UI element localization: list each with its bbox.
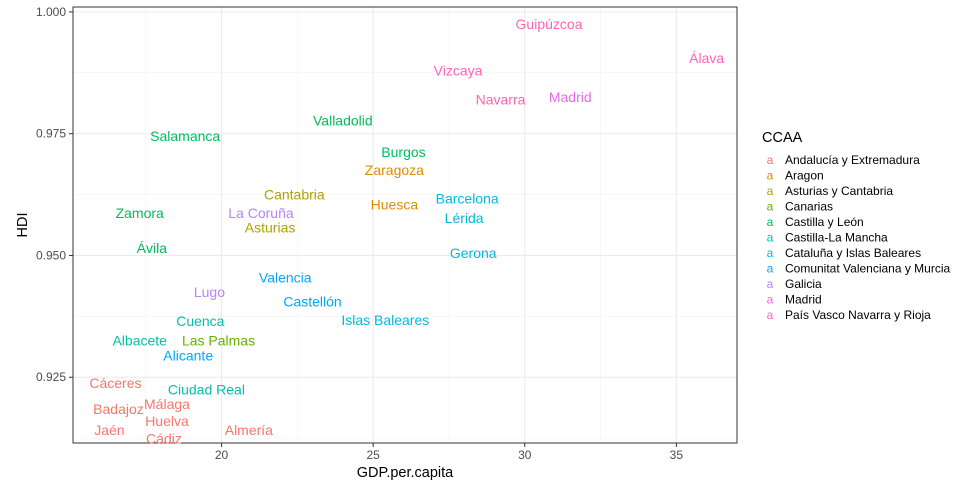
point-label: Las Palmas bbox=[182, 333, 255, 349]
x-tick-label: 35 bbox=[670, 448, 684, 462]
point-label: Zaragoza bbox=[365, 162, 424, 178]
point-label: Gerona bbox=[450, 245, 497, 261]
plot-border bbox=[72, 6, 738, 444]
x-tick-label: 20 bbox=[215, 448, 229, 462]
point-label: Cantabria bbox=[264, 187, 325, 203]
point-label: Guipúzcoa bbox=[516, 16, 583, 32]
legend-item-label: Comunitat Valenciana y Murcia bbox=[785, 262, 951, 276]
point-label: Huelva bbox=[145, 413, 189, 429]
point-label: Cuenca bbox=[176, 313, 224, 329]
y-tick-label: 0.975 bbox=[36, 127, 66, 141]
legend-key: a bbox=[767, 277, 774, 291]
point-label: Málaga bbox=[144, 396, 190, 412]
legend-item-label: Castilla y León bbox=[785, 215, 864, 229]
legend-key: a bbox=[767, 231, 774, 245]
point-label: Valencia bbox=[259, 269, 312, 285]
point-label: Navarra bbox=[476, 92, 526, 108]
legend-key: a bbox=[767, 215, 774, 229]
legend-title: CCAA bbox=[762, 130, 803, 146]
x-axis: 20 25 30 35 bbox=[215, 443, 683, 462]
point-label: Alicante bbox=[163, 347, 213, 363]
point-label: Zamora bbox=[116, 205, 164, 221]
point-label: Burgos bbox=[381, 144, 425, 160]
point-label: Asturias bbox=[245, 220, 296, 236]
legend-key: a bbox=[767, 153, 774, 167]
x-axis-title: GDP.per.capita bbox=[357, 465, 454, 481]
legend-key: a bbox=[767, 200, 774, 214]
legend-item-label: País Vasco Navarra y Rioja bbox=[785, 308, 931, 322]
y-tick-label: 1.000 bbox=[36, 5, 66, 19]
legend-item-label: Aragon bbox=[785, 169, 824, 183]
point-label: Islas Baleares bbox=[341, 312, 429, 328]
x-tick-label: 25 bbox=[366, 448, 380, 462]
point-label: Salamanca bbox=[150, 128, 220, 144]
legend-item-label: Galicia bbox=[785, 277, 822, 291]
legend-key: a bbox=[767, 262, 774, 276]
y-axis-title: HDI bbox=[15, 213, 31, 238]
point-label: Cádiz bbox=[146, 431, 182, 447]
point-label: Ávila bbox=[137, 240, 168, 256]
point-label: Badajoz bbox=[93, 401, 144, 417]
grid-lines bbox=[73, 7, 737, 443]
point-label: La Coruña bbox=[228, 205, 294, 221]
point-label: Madrid bbox=[549, 89, 592, 105]
point-label: Lugo bbox=[194, 284, 225, 300]
legend-item-label: Andalucía y Extremadura bbox=[785, 153, 920, 167]
point-label: Vizcaya bbox=[434, 62, 483, 78]
point-label: Ciudad Real bbox=[168, 381, 245, 397]
point-label: Almería bbox=[225, 422, 273, 438]
legend-item-label: Castilla-La Mancha bbox=[785, 231, 888, 245]
y-axis: 0.925 0.950 0.975 1.000 bbox=[36, 5, 73, 384]
legend-key: a bbox=[767, 308, 774, 322]
legend-key: a bbox=[767, 246, 774, 260]
y-tick-label: 0.925 bbox=[36, 370, 66, 384]
x-tick-label: 30 bbox=[518, 448, 532, 462]
point-label: Albacete bbox=[112, 333, 167, 349]
plot-background bbox=[73, 7, 737, 443]
legend-key: a bbox=[767, 184, 774, 198]
point-label: Álava bbox=[689, 50, 724, 66]
legend-item-label: Cataluña y Islas Baleares bbox=[785, 246, 921, 260]
point-label: Cáceres bbox=[89, 375, 141, 391]
point-label: Valladolid bbox=[313, 113, 373, 129]
legend-item-label: Canarias bbox=[785, 200, 833, 214]
legend-key: a bbox=[767, 293, 774, 307]
legend-item-label: Asturias y Cantabria bbox=[785, 184, 893, 198]
point-label: Castellón bbox=[283, 294, 341, 310]
point-label: Huesca bbox=[371, 196, 419, 212]
point-label: Lérida bbox=[445, 210, 484, 226]
y-tick-label: 0.950 bbox=[36, 248, 66, 262]
point-label: Jaén bbox=[94, 422, 124, 438]
point-label: Barcelona bbox=[436, 190, 499, 206]
legend-key: a bbox=[767, 169, 774, 183]
legend-item-label: Madrid bbox=[785, 293, 822, 307]
